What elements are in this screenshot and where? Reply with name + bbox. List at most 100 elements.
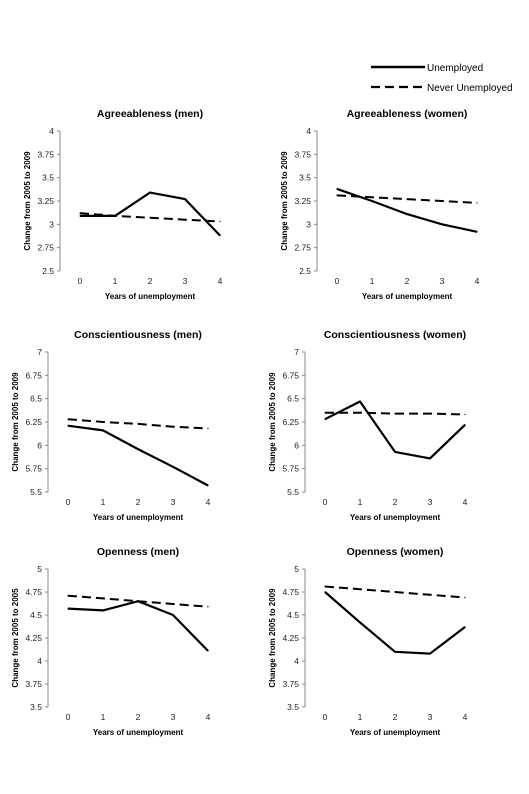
y-tick-label: 2.5 — [299, 266, 311, 276]
x-axis-title: Years of unemployment — [93, 513, 184, 522]
y-tick-label: 5 — [294, 564, 299, 574]
x-tick-label: 1 — [370, 276, 375, 286]
data-point-never-unemployed — [406, 198, 408, 200]
y-tick-label: 7 — [294, 347, 299, 357]
y-tick-label: 6.25 — [282, 417, 299, 427]
data-point-unemployed — [219, 234, 221, 237]
x-tick-label: 3 — [428, 497, 433, 507]
y-tick-label: 3.5 — [287, 702, 299, 712]
data-point-unemployed — [172, 614, 174, 616]
data-point-unemployed — [102, 429, 104, 431]
x-tick-label: 1 — [358, 712, 363, 722]
x-tick-label: 4 — [206, 712, 211, 722]
y-tick-label: 4.5 — [287, 610, 299, 620]
series-line-unemployed — [324, 400, 466, 460]
data-point-unemployed — [67, 607, 69, 610]
data-point-never-unemployed — [464, 596, 466, 599]
x-tick-label: 2 — [148, 276, 153, 286]
y-tick-label: 3.75 — [294, 149, 311, 159]
data-point-unemployed — [102, 609, 104, 612]
data-point-never-unemployed — [207, 606, 209, 608]
x-tick-label: 4 — [218, 276, 223, 286]
chart-panel-agreeableness-women: Agreeableness (women) 2.5 2.75 3 3.25 3.5 3.75… — [280, 108, 480, 301]
y-tick-label: 3.75 — [37, 149, 54, 159]
y-tick-label: 5.75 — [25, 464, 42, 474]
data-point-unemployed — [476, 231, 478, 233]
x-tick-label: 0 — [66, 497, 71, 507]
y-tick-label: 5 — [37, 564, 42, 574]
chart-title: Openness (men) — [97, 546, 179, 558]
data-point-never-unemployed — [149, 217, 151, 219]
y-tick-label: 3.5 — [30, 702, 42, 712]
x-axis-title: Years of unemployment — [350, 728, 441, 737]
y-tick-label: 3.75 — [282, 679, 299, 689]
data-point-never-unemployed — [429, 413, 431, 415]
y-axis-title: Change from 2005 to 2009 — [23, 151, 32, 251]
y-tick-label: 3.5 — [42, 173, 54, 183]
y-tick-label: 4.75 — [282, 587, 299, 597]
y-axis-title: Change from 2005 to 2005 — [11, 588, 20, 688]
data-point-unemployed — [207, 484, 209, 487]
x-axis-title: Years of unemployment — [105, 292, 196, 301]
y-tick-label: 4.25 — [282, 633, 299, 643]
x-tick-label: 3 — [440, 276, 445, 286]
y-tick-label: 3 — [49, 219, 54, 229]
data-point-never-unemployed — [476, 202, 478, 204]
x-tick-label: 1 — [358, 497, 363, 507]
data-point-never-unemployed — [137, 423, 139, 425]
data-point-unemployed — [359, 621, 361, 623]
data-point-never-unemployed — [324, 412, 326, 414]
y-tick-label: 3.75 — [25, 679, 42, 689]
y-tick-label: 4.5 — [30, 610, 42, 620]
x-tick-label: 4 — [475, 276, 480, 286]
x-tick-label: 1 — [101, 712, 106, 722]
chart-title: Conscientiousness (men) — [74, 329, 202, 341]
chart-panel-agreeableness-men: Agreeableness (men) 2.5 2.75 3 3.25 3.5 3.75 4 0… — [23, 108, 223, 301]
chart-panel-conscientiousness-women: Conscientiousness (women) 5.5 5.75 6 6.25 6.5… — [268, 329, 468, 522]
x-tick-label: 0 — [335, 276, 340, 286]
y-tick-label: 6 — [294, 440, 299, 450]
data-point-never-unemployed — [67, 595, 69, 597]
y-tick-label: 4 — [294, 656, 299, 666]
y-axis-title: Change from 2005 to 2009 — [268, 588, 277, 688]
chart-title: Agreeableness (men) — [97, 108, 203, 120]
y-tick-label: 2.75 — [37, 243, 54, 253]
y-tick-label: 6.75 — [25, 370, 42, 380]
data-point-never-unemployed — [359, 412, 361, 414]
y-tick-label: 4 — [306, 126, 311, 136]
data-point-never-unemployed — [67, 418, 69, 420]
x-tick-label: 0 — [323, 712, 328, 722]
data-point-never-unemployed — [371, 196, 373, 198]
series-line-unemployed — [67, 600, 209, 652]
data-point-never-unemployed — [184, 219, 186, 221]
chart-panel-openness-men: Openness (men) 3.5 3.75 4 4.25 4.5 4.75 5 0 1 2 3 4 Y… — [11, 546, 211, 737]
data-point-never-unemployed — [114, 215, 116, 217]
chart-panels: Agreeableness (men) 2.5 2.75 3 3.25 3.5 3.75 4 0… — [11, 108, 480, 737]
y-tick-label: 4 — [49, 126, 54, 136]
data-point-unemployed — [359, 400, 361, 403]
data-point-unemployed — [184, 198, 186, 200]
y-tick-label: 6.5 — [287, 394, 299, 404]
x-tick-label: 2 — [393, 712, 398, 722]
y-tick-label: 6.25 — [25, 417, 42, 427]
x-tick-label: 2 — [136, 712, 141, 722]
data-point-never-unemployed — [172, 603, 174, 605]
data-point-unemployed — [336, 188, 338, 190]
y-axis-title: Change from 2005 to 2009 — [268, 372, 277, 472]
data-point-never-unemployed — [429, 594, 431, 596]
data-point-unemployed — [441, 223, 443, 225]
y-tick-label: 7 — [37, 347, 42, 357]
data-point-unemployed — [394, 651, 396, 653]
series-line-unemployed — [324, 591, 466, 655]
data-point-unemployed — [371, 200, 373, 202]
y-tick-label: 3.5 — [299, 173, 311, 183]
chart-title: Conscientiousness (women) — [324, 329, 466, 341]
x-tick-label: 3 — [428, 712, 433, 722]
x-tick-label: 3 — [171, 497, 176, 507]
series-line-unemployed — [67, 424, 209, 487]
y-axis-title: Change from 2005 to 2009 — [280, 151, 289, 251]
data-point-never-unemployed — [359, 588, 361, 590]
data-point-never-unemployed — [172, 426, 174, 428]
y-tick-label: 4.75 — [25, 587, 42, 597]
